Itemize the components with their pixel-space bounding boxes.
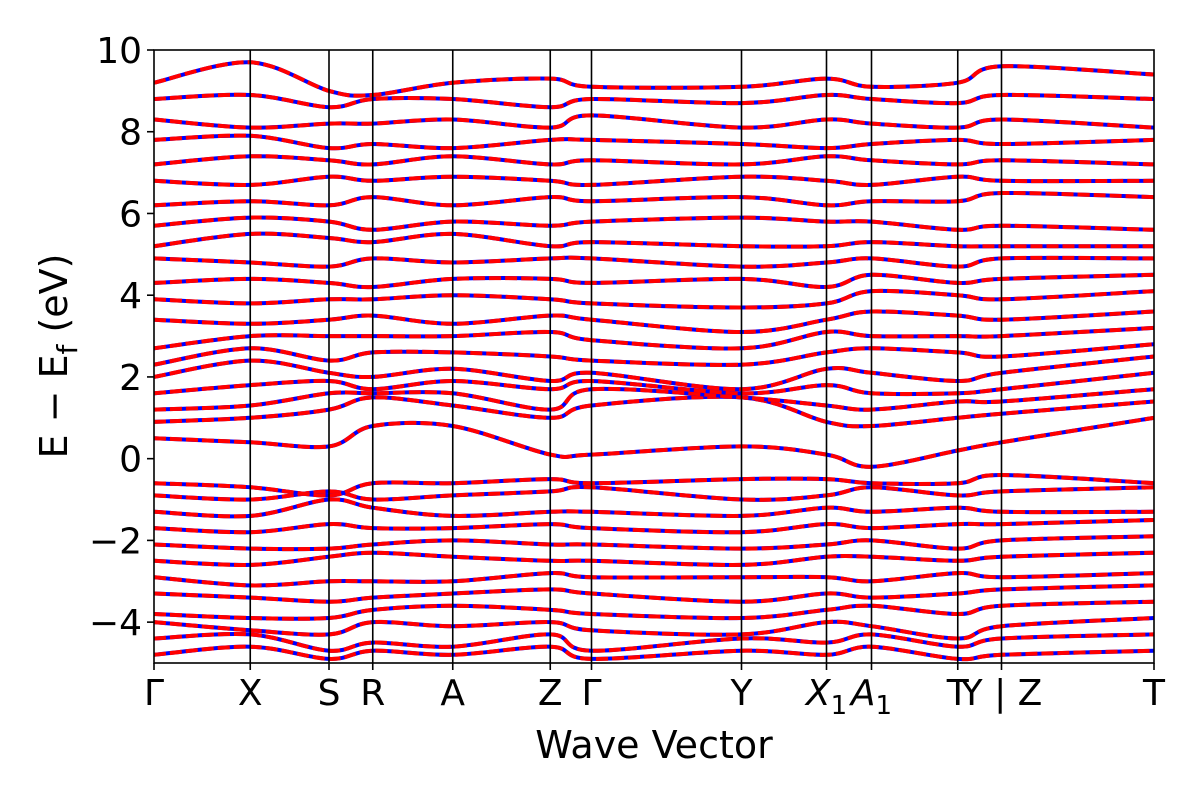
band-line-red [154, 231, 1154, 249]
band-line-red [154, 215, 1154, 232]
band-line-red [154, 92, 1154, 110]
x-tick-label: Z [538, 673, 563, 714]
band-line-red [154, 571, 1154, 588]
kpoint-divider-lines [249, 50, 1003, 663]
band-line-red [154, 497, 1154, 519]
y-tick-label: −4 [89, 603, 142, 644]
y-tick-label: 0 [119, 440, 142, 481]
x-tick-label: A1 [849, 673, 892, 721]
y-tick-label: −2 [89, 521, 142, 562]
band-line-red [154, 272, 1154, 290]
band-line-red [154, 616, 1154, 641]
band-line-red [154, 342, 1154, 367]
x-tick-label: X1 [804, 673, 847, 721]
band-line-red [154, 255, 1154, 269]
y-axis-title-subscript: f [51, 343, 84, 354]
band-line-red [154, 583, 1154, 604]
band-line-red [154, 325, 1154, 351]
band-line-red [154, 518, 1154, 535]
band-line-red [154, 60, 1154, 98]
band-line-red [154, 190, 1154, 208]
band-line-red [154, 309, 1154, 335]
y-axis-ticks: −4 −2 0 2 4 6 8 10 [89, 31, 154, 644]
x-axis-title: Wave Vector [535, 723, 773, 767]
band-line-red [154, 154, 1154, 167]
band-line-red [154, 113, 1154, 130]
band-line-red [154, 288, 1154, 310]
y-tick-label: 4 [119, 276, 142, 317]
x-tick-label: R [360, 673, 385, 714]
band-lines [154, 60, 1154, 662]
x-tick-label: T [946, 673, 970, 714]
y-axis-title-unit: (eV) [32, 254, 76, 345]
x-tick-label: Y | Z [960, 673, 1043, 714]
band-line-red [154, 133, 1154, 151]
x-tick-label: Γ [581, 673, 601, 714]
plot-frame [153, 49, 1155, 664]
y-tick-label: 6 [119, 194, 142, 235]
band-line-blue [154, 631, 1154, 653]
band-line-red [154, 415, 1154, 469]
band-line-red [154, 394, 1154, 429]
band-line-red [154, 599, 1154, 621]
band-line-red [154, 370, 1154, 397]
y-tick-label: 8 [119, 113, 142, 154]
y-axis-title: E − Ef (eV) [32, 254, 84, 459]
x-tick-label: S [318, 673, 341, 714]
y-tick-label: 2 [119, 358, 142, 399]
band-line-red [154, 174, 1154, 187]
y-axis-title-main: E − E [32, 354, 76, 458]
x-tick-label: Γ [144, 673, 164, 714]
x-tick-label: X [238, 673, 263, 714]
band-line-red [154, 472, 1154, 498]
band-line-red [154, 644, 1154, 662]
x-tick-label: A [440, 673, 465, 714]
band-line-red [154, 485, 1154, 502]
band-line-red [154, 534, 1154, 552]
y-tick-label: 10 [96, 31, 142, 72]
band-line-red [154, 550, 1154, 567]
x-tick-label: T [1142, 673, 1166, 714]
x-tick-label: Y [730, 673, 754, 714]
